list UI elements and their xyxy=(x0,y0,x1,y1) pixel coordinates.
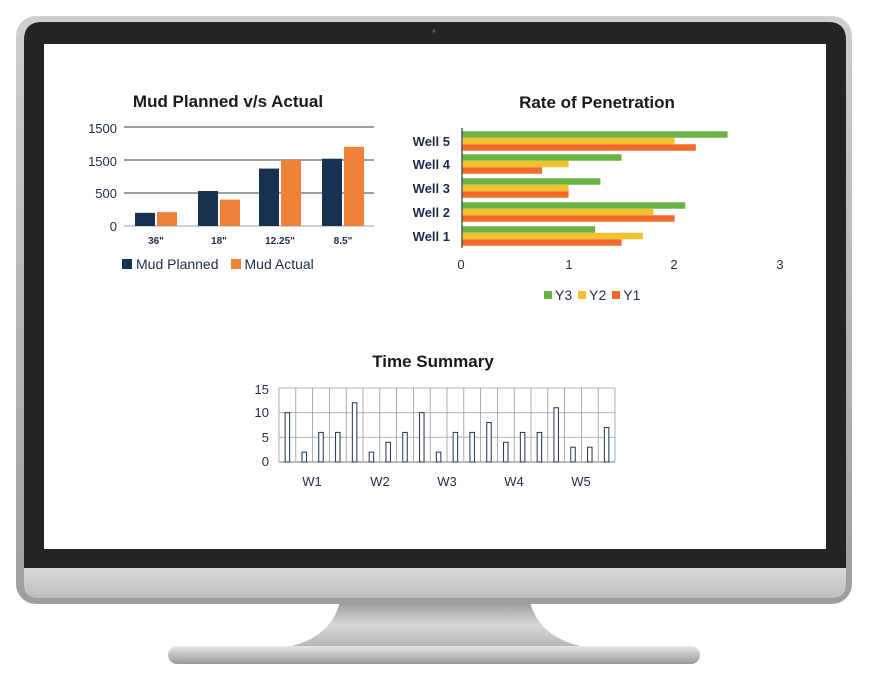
bar-time xyxy=(553,407,559,463)
time-y-tick: 15 xyxy=(254,382,269,397)
mud-y-tick: 1500 xyxy=(88,154,117,169)
time-x-tick: W2 xyxy=(370,474,390,489)
rop-y-tick-well-2: Well 2 xyxy=(412,205,450,220)
monitor-stand-base xyxy=(168,646,700,664)
bar-rop-y2 xyxy=(462,208,654,216)
rop-x-tick: 1 xyxy=(565,257,573,272)
rop-chart-title: Rate of Penetration xyxy=(519,93,675,112)
mud-x-tick: 36" xyxy=(148,236,164,247)
legend-label-mud-planned: Mud Planned xyxy=(136,256,219,272)
bar-time xyxy=(284,412,291,463)
bar-mud-planned xyxy=(259,168,279,226)
monitor-chin xyxy=(24,568,846,598)
legend-item-mud-actual: Mud Actual xyxy=(230,256,314,272)
screen-area xyxy=(44,44,826,549)
bar-rop-y1 xyxy=(462,167,543,174)
bar-mud-actual xyxy=(344,146,364,226)
legend-swatch-y1 xyxy=(612,291,621,299)
time-x-tick: W5 xyxy=(571,474,591,489)
mud-y-tick: 0 xyxy=(109,219,117,234)
bar-rop-y3 xyxy=(462,226,596,233)
legend-label-y1: Y1 xyxy=(623,287,641,303)
bar-time xyxy=(318,431,324,463)
bar-mud-planned xyxy=(135,212,155,226)
bar-time xyxy=(351,402,358,463)
time-chart-title: Time Summary xyxy=(372,352,494,371)
time-y-tick: 0 xyxy=(261,454,269,469)
rop-y-tick-well-5: Well 5 xyxy=(412,134,450,149)
mud-x-tick: 8.5" xyxy=(333,236,353,247)
rop-y-tick-well-4: Well 4 xyxy=(412,157,450,172)
rop-y-tick-well-1: Well 1 xyxy=(412,229,450,244)
time-y-tick: 10 xyxy=(254,405,269,420)
bar-mud-planned xyxy=(322,158,342,226)
bar-time xyxy=(301,451,307,463)
bar-time xyxy=(452,431,459,463)
bar-time xyxy=(435,451,442,463)
bar-rop-y2 xyxy=(462,184,569,192)
bar-time xyxy=(570,446,576,463)
legend-item-y1: Y1 xyxy=(612,287,640,303)
legend-label-mud-actual: Mud Actual xyxy=(244,256,314,272)
bar-rop-y3 xyxy=(462,178,601,185)
bar-mud-planned xyxy=(198,191,218,226)
bar-rop-y3 xyxy=(462,154,622,161)
bar-time xyxy=(503,441,509,463)
mud-chart-title: Mud Planned v/s Actual xyxy=(132,92,324,111)
bar-rop-y3 xyxy=(462,202,686,209)
bar-time xyxy=(419,412,425,463)
mud-y-tick: 1500 xyxy=(88,121,117,136)
bar-time xyxy=(603,426,610,463)
mud-y-tick: 500 xyxy=(95,186,117,201)
bar-rop-y1 xyxy=(462,215,675,222)
legend-item-y2: Y2 xyxy=(578,287,606,303)
legend-swatch-y3 xyxy=(544,291,552,299)
legend-swatch-mud-actual xyxy=(230,259,241,269)
bar-mud-actual xyxy=(220,199,240,226)
time-x-tick: W4 xyxy=(504,474,524,489)
mud-x-tick: 18" xyxy=(211,236,227,247)
time-x-tick: W1 xyxy=(302,474,322,489)
legend-item-mud-planned: Mud Planned xyxy=(122,256,219,272)
bar-rop-y2 xyxy=(462,160,569,168)
mud-chart-legend: Mud Planned Mud Actual xyxy=(122,256,326,272)
bar-mud-actual xyxy=(157,212,177,226)
bar-time xyxy=(402,431,408,463)
camera-dot xyxy=(432,29,436,33)
bar-time xyxy=(587,446,593,463)
bar-mud-actual xyxy=(281,160,301,226)
bar-time xyxy=(536,431,543,463)
mud-x-tick: 12.25" xyxy=(265,236,295,247)
time-x-tick: W3 xyxy=(437,474,457,489)
bar-time xyxy=(368,451,375,463)
rop-chart-legend: Y3 Y2 Y1 xyxy=(544,287,646,303)
legend-item-y3: Y3 xyxy=(544,287,572,303)
time-y-tick: 5 xyxy=(261,430,269,445)
legend-label-y3: Y3 xyxy=(555,287,573,303)
bar-rop-y2 xyxy=(462,232,643,240)
rop-x-tick: 0 xyxy=(457,257,465,272)
rop-x-tick: 2 xyxy=(670,257,678,272)
bar-time xyxy=(469,431,475,463)
bar-time xyxy=(486,422,492,463)
bar-rop-y1 xyxy=(462,144,696,151)
rop-y-tick-well-3: Well 3 xyxy=(412,181,450,196)
bar-time xyxy=(385,441,391,463)
bar-rop-y2 xyxy=(462,137,675,145)
bar-rop-y3 xyxy=(462,131,728,138)
bar-time xyxy=(519,431,526,463)
bar-rop-y1 xyxy=(462,191,569,198)
bar-rop-y1 xyxy=(462,239,622,246)
rop-x-tick: 3 xyxy=(776,257,784,272)
legend-swatch-mud-planned xyxy=(122,259,132,269)
monitor-stand-neck xyxy=(282,602,590,648)
legend-label-y2: Y2 xyxy=(589,287,607,303)
bar-time xyxy=(335,431,341,463)
legend-swatch-y2 xyxy=(578,291,587,299)
